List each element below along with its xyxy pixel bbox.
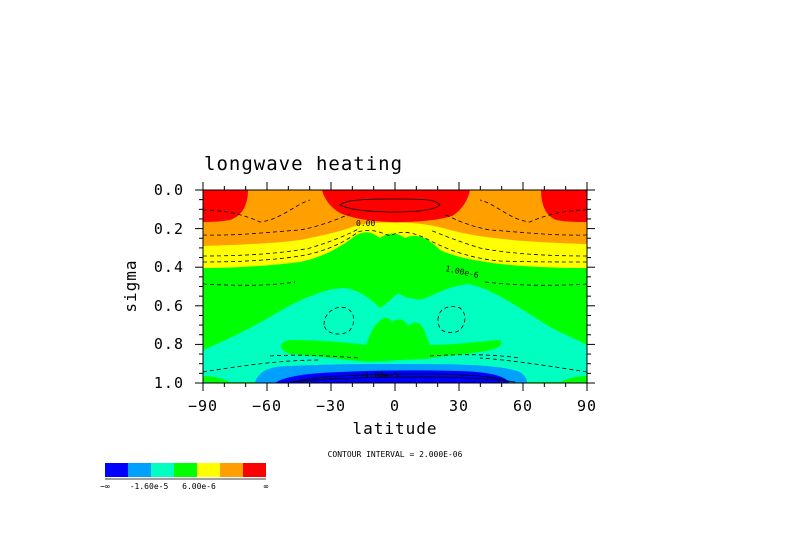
chart-title: longwave heating: [204, 153, 403, 175]
legend-label-min: -1.60e-5: [130, 482, 169, 491]
legend-swatch-5: [220, 463, 243, 477]
region-green-surface-left: [203, 376, 232, 383]
legend-label-neg-inf: −∞: [100, 482, 110, 491]
x-tick-label-m90: −90: [188, 397, 218, 415]
y-tick-label-5: 1.0: [154, 374, 184, 392]
legend-label-max: 6.00e-6: [182, 482, 216, 491]
y-tick-label-0: 0.0: [154, 181, 184, 199]
region-blue: [275, 370, 510, 383]
contour-lines: [203, 198, 587, 383]
region-red-left: [203, 190, 248, 222]
x-tick-label-90: 90: [577, 397, 597, 415]
region-green-surface-right: [558, 376, 587, 383]
region-red-right: [541, 190, 587, 222]
x-tick-label-30: 30: [449, 397, 469, 415]
x-axis-label: latitude: [352, 419, 437, 438]
color-legend: −∞ -1.60e-5 6.00e-6 ∞: [100, 463, 269, 491]
y-tick-label-3: 0.6: [154, 297, 184, 315]
legend-swatch-0: [105, 463, 128, 477]
contour-interval-label: CONTOUR INTERVAL = 2.000E-06: [328, 450, 463, 459]
legend-swatch-2: [151, 463, 174, 477]
legend-swatch-3: [174, 463, 197, 477]
x-tick-labels: −90 −60 −30 0 30 60 90: [188, 397, 597, 415]
x-tick-label-m30: −30: [316, 397, 346, 415]
x-tick-label-0: 0: [390, 397, 400, 415]
tick-marks: [195, 182, 595, 391]
region-red-center: [322, 190, 470, 222]
contour-label-2: -1.80e-5: [360, 371, 399, 380]
y-tick-label-2: 0.4: [154, 258, 184, 276]
y-axis-label: sigma: [121, 259, 140, 312]
x-tick-label-60: 60: [513, 397, 533, 415]
legend-swatch-1: [128, 463, 151, 477]
contour-field: 0.00 1.00e-6 -1.80e-5: [203, 190, 587, 383]
y-tick-labels: 0.0 0.2 0.4 0.6 0.8 1.0: [154, 181, 184, 392]
legend-swatch-6: [243, 463, 266, 477]
legend-swatch-4: [197, 463, 220, 477]
y-tick-label-4: 0.8: [154, 335, 184, 353]
y-tick-label-1: 0.2: [154, 220, 184, 238]
legend-label-pos-inf: ∞: [264, 482, 269, 491]
x-tick-label-m60: −60: [252, 397, 282, 415]
region-green-lobe-center: [281, 317, 502, 364]
contour-label-0: 0.00: [356, 219, 375, 228]
